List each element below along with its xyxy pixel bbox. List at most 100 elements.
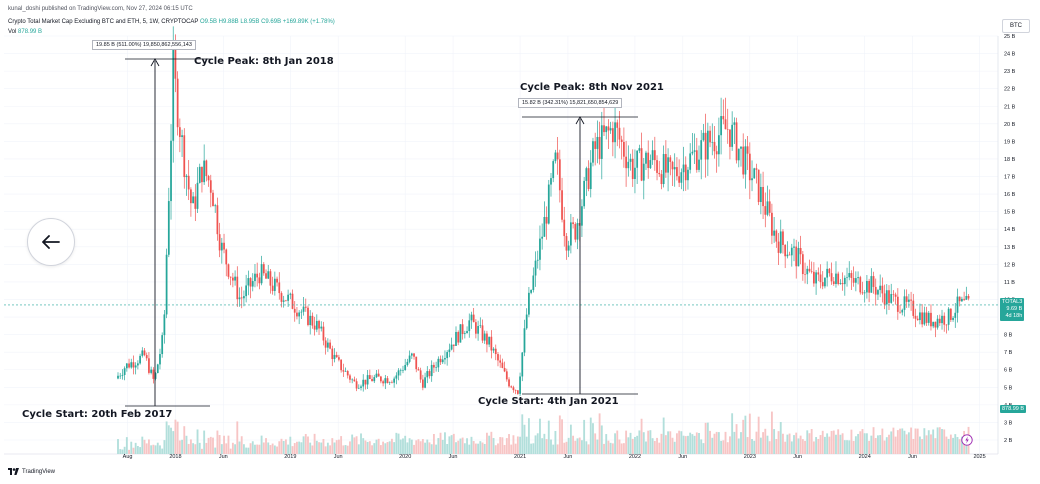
candle-body (806, 268, 809, 275)
volume-bar (770, 411, 773, 454)
candle-body (793, 246, 795, 248)
candle-body (167, 201, 170, 255)
candle-body (702, 132, 705, 141)
volume-bar (722, 440, 725, 454)
candle-body (645, 152, 647, 164)
volume-bar (521, 414, 524, 454)
currency-badge[interactable]: BTC (1002, 19, 1030, 33)
volume-bar (616, 430, 619, 454)
candle-body (545, 216, 548, 224)
volume-bar (271, 443, 274, 454)
lightning-icon[interactable] (961, 434, 973, 446)
candle-body (273, 278, 276, 291)
volume-bar (631, 438, 634, 454)
volume-bar (152, 444, 155, 454)
volume-bar (561, 419, 563, 454)
candle-body (737, 148, 740, 161)
volume-bar (247, 447, 250, 454)
candle-body (364, 379, 367, 385)
candle-body (921, 312, 924, 325)
volume-bar (673, 441, 676, 454)
volume-bar (870, 435, 873, 454)
candle-body (145, 355, 148, 359)
volume-bar (300, 442, 303, 454)
candle-body (287, 294, 289, 301)
candle-body (583, 180, 586, 207)
volume-bar (444, 432, 446, 454)
candle-body (795, 246, 798, 267)
candle-body (700, 140, 703, 160)
candle-body (483, 333, 486, 341)
price-badge-symbol: TOTAL3 (1002, 298, 1023, 305)
candle-body (170, 140, 172, 202)
candle-body (664, 154, 667, 173)
volume-bar (764, 428, 767, 454)
volume-bar (755, 431, 758, 454)
volume-bar (302, 436, 305, 454)
candle-body (428, 371, 431, 377)
volume-bar (289, 436, 292, 454)
volume-bar (256, 444, 259, 454)
volume-bar (649, 430, 652, 454)
candle-body (746, 146, 749, 154)
volume-bar (377, 438, 380, 454)
candle-body (269, 271, 272, 286)
candle-body (724, 119, 727, 130)
candle-body (216, 205, 219, 235)
candle-body (797, 248, 800, 267)
volume-bar (534, 435, 537, 454)
volume-bar (565, 441, 568, 454)
candle-body (598, 136, 601, 159)
tradingview-logo[interactable]: TradingView (8, 468, 55, 475)
volume-bar (894, 436, 897, 454)
candle-body (866, 280, 868, 293)
back-button[interactable] (27, 218, 75, 266)
candle-body (497, 354, 499, 361)
candle-body (519, 376, 521, 394)
candle-body (355, 381, 358, 389)
candle-body (154, 373, 157, 379)
candle-body (587, 168, 590, 190)
volume-bar (773, 429, 776, 454)
volume-bar (693, 435, 696, 454)
candle-body (782, 231, 784, 245)
candle-body (172, 49, 175, 141)
candle-body (629, 158, 632, 162)
candle-body (528, 292, 530, 315)
candle-body (742, 146, 745, 175)
volume-bar (848, 440, 851, 454)
volume-bar (313, 433, 316, 454)
volume-bar (618, 439, 621, 454)
candle-body (930, 312, 932, 327)
volume-bar (291, 446, 294, 454)
volume-bar (267, 442, 270, 454)
volume-bar (198, 442, 201, 454)
candle-body (722, 116, 725, 120)
volume-bar (667, 431, 670, 454)
volume-bar (242, 444, 245, 454)
candle-body (198, 166, 201, 183)
volume-bar (503, 444, 506, 454)
candle-body (753, 168, 756, 179)
volume-bar (821, 430, 824, 454)
candle-body (499, 360, 502, 363)
volume-bar (768, 441, 771, 454)
volume-bar (901, 428, 904, 454)
candle-body (360, 386, 362, 388)
candle-body (581, 206, 583, 226)
measure-label-2021: 15.82 B (342.31%) 15,821,650,854,629 (518, 98, 623, 108)
volume-bar (669, 431, 672, 454)
volume-bar (925, 435, 928, 454)
volume-bar (759, 437, 762, 454)
candle-body (214, 205, 217, 207)
volume-bar (342, 445, 345, 454)
volume-bar (806, 430, 809, 454)
volume-bar (726, 442, 729, 454)
volume-bar (397, 433, 400, 454)
volume-bar (214, 447, 217, 454)
volume-bar (324, 446, 327, 454)
x-tick-label: Jun (678, 454, 687, 460)
volume-bar (192, 443, 195, 454)
candle-body (813, 271, 815, 284)
